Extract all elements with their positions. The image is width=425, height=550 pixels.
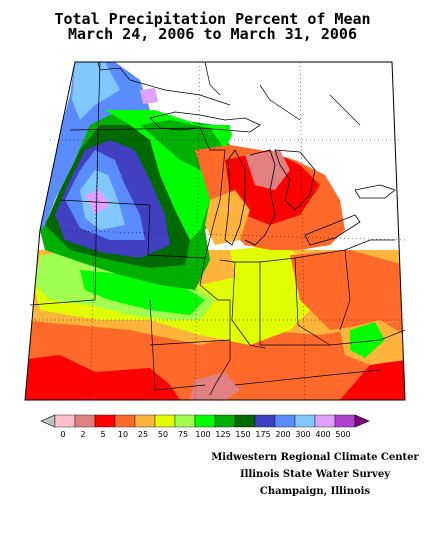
legend-tick-label: 10 <box>118 430 128 439</box>
legend-tick-label: 25 <box>138 430 148 439</box>
legend-tick-label: 300 <box>295 430 310 439</box>
legend-swatch <box>254 414 276 428</box>
legend: 0 2 5 10 25 50 75 100 125 150 175 200 300 400 500 <box>40 414 370 439</box>
lake-shorelines <box>149 111 396 246</box>
legend-tick-label: 0 <box>60 430 65 439</box>
legend-swatch <box>154 414 176 428</box>
legend-swatch <box>314 414 336 428</box>
lat-lon-grid <box>35 61 406 401</box>
canada-border <box>97 61 361 126</box>
map-title-line-2: March 24, 2006 to March 31, 2006 <box>68 25 357 43</box>
legend-swatch <box>214 414 236 428</box>
legend-tick-label: 125 <box>215 430 230 439</box>
legend-tick-label: 100 <box>195 430 210 439</box>
legend-arrow-low <box>40 414 56 428</box>
legend-swatch <box>94 414 116 428</box>
legend-swatch <box>54 414 76 428</box>
legend-swatch <box>274 414 296 428</box>
legend-arrow-high <box>354 414 370 428</box>
legend-tick-label: 175 <box>255 430 270 439</box>
legend-swatch <box>234 414 256 428</box>
legend-swatch <box>134 414 156 428</box>
legend-tick-label: 500 <box>335 430 350 439</box>
map-title-line-1: Total Precipitation Percent of Mean <box>54 10 371 28</box>
legend-swatch <box>74 414 96 428</box>
legend-swatch <box>334 414 356 428</box>
legend-swatch <box>114 414 136 428</box>
credit-line-3: Champaign, Illinois <box>259 486 371 497</box>
legend-swatch <box>294 414 316 428</box>
legend-tick-label: 200 <box>275 430 290 439</box>
legend-tick-label: 50 <box>158 430 168 439</box>
credit-line-2: Illinois State Water Survey <box>239 469 391 480</box>
legend-tick-label: 5 <box>100 430 105 439</box>
legend-tick-label: 2 <box>80 430 85 439</box>
legend-swatch <box>174 414 196 428</box>
state-boundaries <box>29 61 406 396</box>
legend-tick-label: 150 <box>235 430 250 439</box>
legend-tick-label: 75 <box>178 430 188 439</box>
legend-tick-label: 400 <box>315 430 330 439</box>
credit-line-1: Midwestern Regional Climate Center <box>211 452 419 463</box>
legend-swatch <box>194 414 216 428</box>
map-frame <box>24 61 406 401</box>
